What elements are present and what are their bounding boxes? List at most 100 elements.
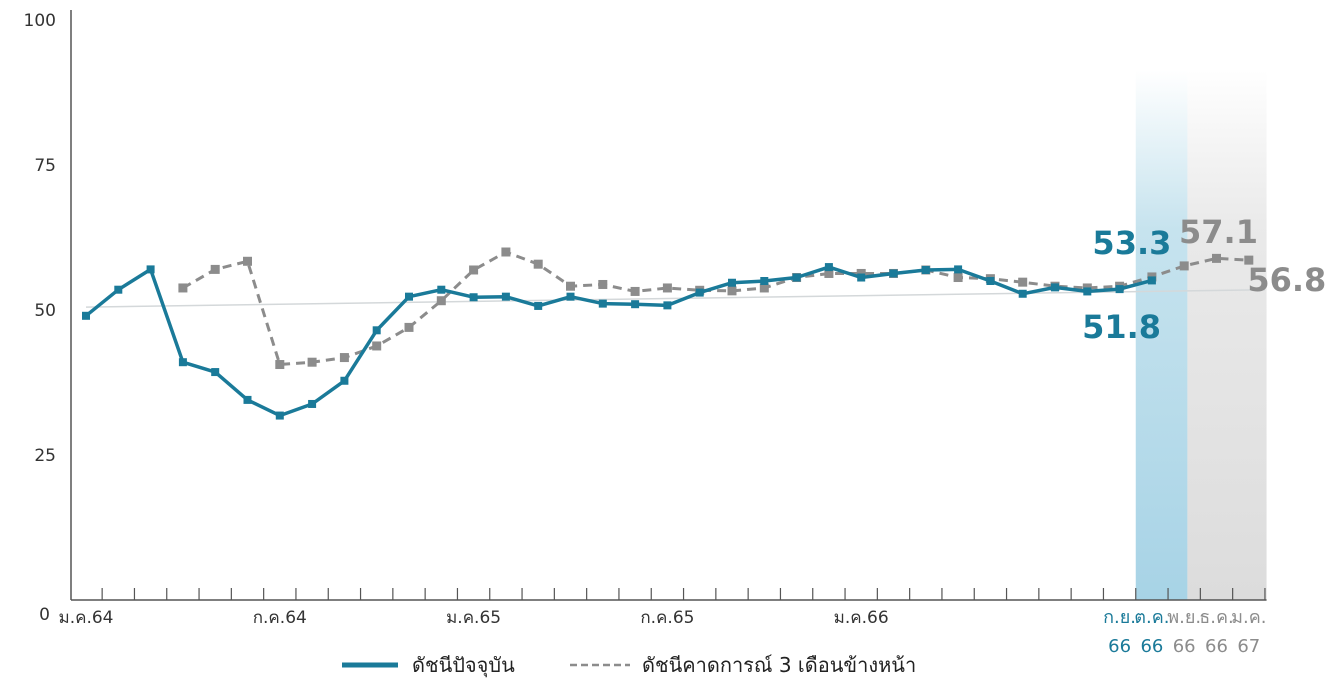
x-tick-label-month: ธ.ค. [1199,607,1233,628]
y-tick-label: 0 [39,605,50,625]
annotation-layer: 53.3 51.8 57.1 56.8 [1082,213,1326,346]
x-tick-label-year: 67 [1237,636,1260,657]
data-point-current [663,301,672,310]
axes [70,10,1267,601]
data-point-forecast [630,286,640,296]
data-point-forecast [210,264,220,274]
data-point-current [986,277,995,285]
data-point-forecast [501,247,511,257]
x-tick-label-year: 66 [1205,636,1228,657]
data-point-current [1051,283,1059,292]
data-point-forecast [404,322,414,332]
data-point-current [857,273,866,282]
data-point-current [275,411,284,420]
data-point-current [631,300,640,309]
data-point-forecast [727,286,737,296]
x-tick-label-month: ก.ย. [1103,607,1136,628]
data-point-current [340,376,349,385]
data-point-current [243,395,252,404]
data-point-forecast [566,281,575,291]
data-point-current [146,265,155,274]
data-point-forecast [598,279,608,289]
value-annotation: 53.3 [1092,224,1171,262]
value-annotation: 51.8 [1082,308,1161,346]
x-tick-label: ม.ค.64 [58,608,113,628]
x-tick-label: ม.ค.66 [834,608,889,628]
y-axis-ticks: 100 75 50 25 0 [24,11,56,625]
y-tick-label: 50 [34,301,56,321]
data-point-forecast [178,283,188,293]
data-point-current [308,399,317,408]
x-tick-label-year: 66 [1108,636,1131,657]
data-point-current [469,293,478,302]
data-point-current [921,265,930,274]
data-point-forecast [533,259,543,269]
data-point-current [114,285,123,294]
x-tick-label-month: ม.ค. [1231,607,1266,628]
data-point-forecast [824,268,834,278]
data-point-current [178,358,187,367]
data-point-current [211,368,220,377]
data-point-forecast [1212,253,1221,263]
data-point-forecast [243,256,252,266]
legend: ดัชนีปัจจุบัน ดัชนีคาดการณ์ 3 เดือนข้างห… [342,653,916,678]
y-tick-label: 25 [34,446,56,466]
data-point-forecast [469,265,479,275]
data-point-current [954,265,963,274]
data-point-current [760,277,769,285]
data-point-forecast [1018,277,1028,287]
data-point-forecast [372,341,382,351]
data-point-forecast [953,273,963,283]
data-point-current [1018,289,1027,298]
data-point-current [82,311,90,320]
data-point-current [695,288,704,297]
data-point-current [889,269,898,278]
data-point-current [1083,287,1092,296]
data-point-current [405,292,413,301]
x-tick-label-month: ต.ค. [1134,607,1169,628]
data-point-forecast [1179,261,1189,271]
highlight-band-forecast [1187,70,1267,600]
data-point-current [534,301,543,310]
data-point-current [728,278,736,287]
data-point-current [824,263,833,272]
data-point-current [437,285,446,294]
trendline [85,288,1265,308]
legend-label-forecast: ดัชนีคาดการณ์ 3 เดือนข้างหน้า [642,653,916,677]
trendline-layer [85,288,1265,308]
x-tick-label: ก.ค.65 [640,608,694,628]
data-point-forecast [759,283,769,293]
y-tick-label: 75 [34,156,56,176]
x-axis-ticks: ม.ค.64 ก.ค.64 ม.ค.65 ก.ค.65 ม.ค.66 ก.ย.66ต.ค.… [58,607,1266,657]
series-layer [84,247,1254,418]
value-annotation: 56.8 [1247,261,1326,299]
legend-label-current: ดัชนีปัจจุบัน [412,653,515,678]
data-point-forecast [662,283,672,293]
marker-layer [82,263,1156,420]
forecast-highlight-bands [1135,70,1267,600]
x-tick-label: ม.ค.65 [446,608,501,628]
data-point-forecast [1244,255,1254,265]
data-point-current [372,326,381,335]
series-line-current [84,265,1153,418]
data-point-forecast [307,357,317,367]
data-point-forecast [436,296,446,306]
data-point-current [598,299,607,308]
x-tick-label-month: พ.ย. [1167,607,1201,628]
x-tick-label-year: 66 [1140,636,1163,657]
data-point-forecast [275,360,285,370]
x-tick-label-year: 66 [1173,636,1196,657]
y-tick-label: 100 [24,11,56,31]
data-point-forecast [339,353,349,363]
data-point-forecast [856,268,866,278]
series-line-forecast [182,250,1249,366]
highlight-band-current [1135,70,1188,600]
value-annotation: 57.1 [1179,213,1258,251]
data-point-current [1115,285,1124,294]
data-point-current [1147,276,1156,285]
data-point-current [566,292,575,301]
x-tick-label: ก.ค.64 [253,608,307,628]
data-point-current [792,273,801,282]
data-point-current [501,292,510,301]
